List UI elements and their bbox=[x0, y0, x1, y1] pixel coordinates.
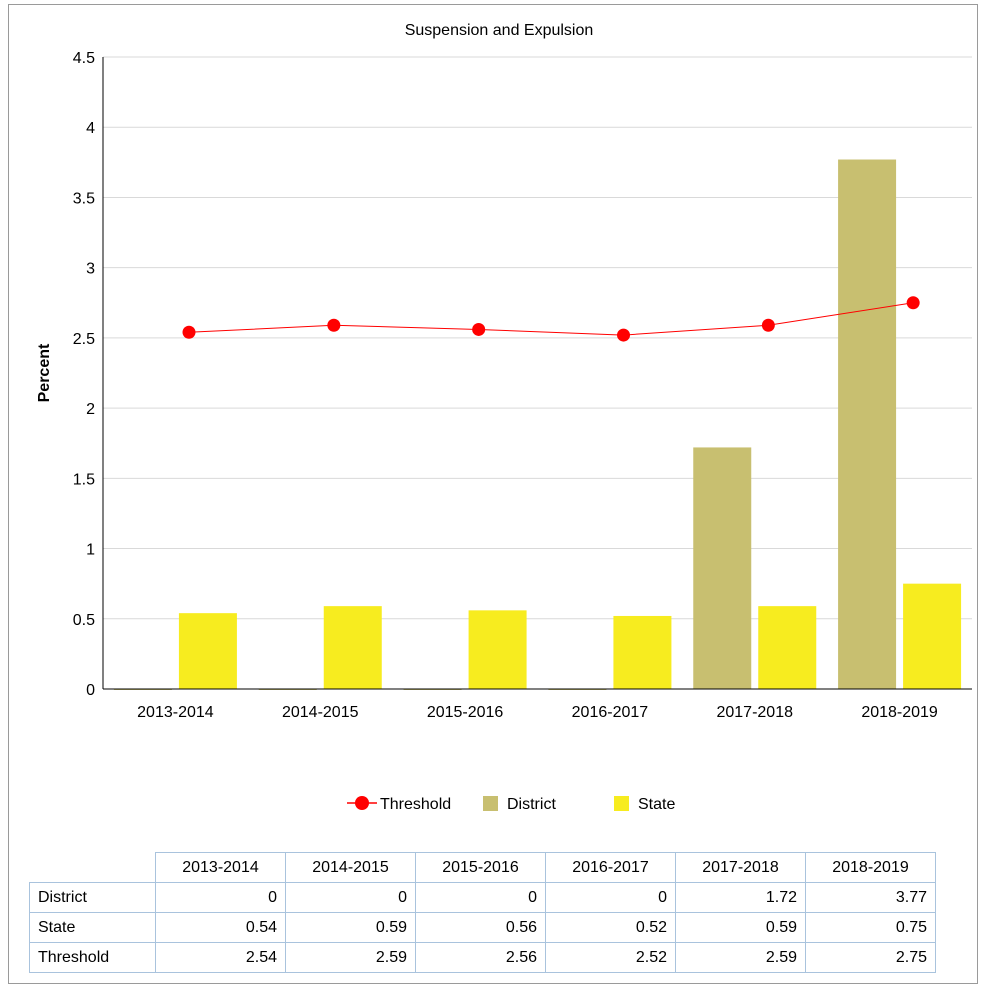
bar-state bbox=[903, 583, 962, 689]
x-tick-label: 2017-2018 bbox=[716, 704, 793, 721]
legend-state-swatch-icon bbox=[614, 796, 629, 811]
table-row-district: District 0 0 0 0 1.72 3.77 bbox=[29, 882, 936, 913]
table-cell: 0.54 bbox=[155, 912, 286, 943]
table-cell: 0 bbox=[285, 882, 416, 913]
chart-svg: Suspension and Expulsion Percent 0 0.5 1 1.… bbox=[36, 22, 972, 813]
table-cell: 0.59 bbox=[675, 912, 806, 943]
y-tick-label: 4.5 bbox=[73, 50, 95, 67]
bar-state bbox=[613, 615, 672, 689]
table-cell: 2.59 bbox=[285, 942, 416, 973]
table-header-cell: 2018-2019 bbox=[805, 852, 936, 883]
table-header-row: 2013-2014 2014-2015 2015-2016 2016-2017 … bbox=[29, 852, 936, 883]
y-tick-label: 0.5 bbox=[73, 612, 95, 629]
bar-district bbox=[693, 447, 752, 689]
threshold-point bbox=[182, 325, 196, 339]
threshold-point bbox=[327, 318, 341, 332]
table-header-cell: 2013-2014 bbox=[155, 852, 286, 883]
threshold-point bbox=[761, 318, 775, 332]
table-row-label: Threshold bbox=[29, 942, 156, 973]
x-tick-label: 2013-2014 bbox=[137, 704, 214, 721]
bar-state bbox=[178, 613, 237, 689]
table-row-label: State bbox=[29, 912, 156, 943]
table-cell: 0.52 bbox=[545, 912, 676, 943]
y-tick-label: 3.5 bbox=[73, 190, 95, 207]
y-tick-label: 3 bbox=[86, 261, 95, 278]
table-cell: 0.75 bbox=[805, 912, 936, 943]
y-tick-label: 1 bbox=[86, 542, 95, 559]
table-cell: 2.56 bbox=[415, 942, 546, 973]
chart-title: Suspension and Expulsion bbox=[405, 22, 594, 39]
y-tick-label: 4 bbox=[86, 120, 95, 137]
y-tick-label: 2.5 bbox=[73, 331, 95, 348]
y-tick-labels: 0 0.5 1 1.5 2 2.5 3 3.5 4 4.5 bbox=[73, 50, 95, 699]
table-cell: 2.59 bbox=[675, 942, 806, 973]
table-cell: 0.56 bbox=[415, 912, 546, 943]
axes bbox=[102, 57, 972, 690]
table-cell: 2.52 bbox=[545, 942, 676, 973]
table-row-threshold: Threshold 2.54 2.59 2.56 2.52 2.59 2.75 bbox=[29, 942, 936, 973]
x-tick-label: 2016-2017 bbox=[572, 704, 649, 721]
bar-state bbox=[323, 606, 382, 689]
legend-threshold-label: Threshold bbox=[380, 796, 451, 813]
bar-state bbox=[758, 606, 817, 689]
threshold-line bbox=[182, 296, 920, 342]
table-cell: 2.54 bbox=[155, 942, 286, 973]
table-row-state: State 0.54 0.59 0.56 0.52 0.59 0.75 bbox=[29, 912, 936, 943]
x-tick-labels: 2013-2014 2014-2015 2015-2016 2016-2017 2017… bbox=[137, 704, 938, 721]
x-tick-label: 2018-2019 bbox=[861, 704, 938, 721]
threshold-point bbox=[472, 322, 486, 336]
bar-district bbox=[838, 159, 897, 690]
y-tick-label: 1.5 bbox=[73, 471, 95, 488]
grid-lines bbox=[103, 56, 972, 620]
table-cell: 0.59 bbox=[285, 912, 416, 943]
table-cell: 0 bbox=[545, 882, 676, 913]
table-header-cell: 2014-2015 bbox=[285, 852, 416, 883]
table-cell: 3.77 bbox=[805, 882, 936, 913]
threshold-point bbox=[906, 296, 920, 310]
bars bbox=[113, 159, 962, 690]
x-tick-label: 2015-2016 bbox=[427, 704, 504, 721]
table-cell: 0 bbox=[155, 882, 286, 913]
chart-frame: Suspension and Expulsion Percent 0 0.5 1 1.… bbox=[8, 4, 978, 984]
legend-threshold-marker-icon bbox=[355, 796, 369, 810]
legend-district-label: District bbox=[507, 796, 556, 813]
x-tick-label: 2014-2015 bbox=[282, 704, 359, 721]
table-header-cell: 2017-2018 bbox=[675, 852, 806, 883]
table-cell: 1.72 bbox=[675, 882, 806, 913]
y-tick-label: 2 bbox=[86, 401, 95, 418]
table-header-cell: 2016-2017 bbox=[545, 852, 676, 883]
threshold-point bbox=[617, 328, 630, 342]
table-corner-cell bbox=[29, 852, 156, 883]
legend: Threshold District State bbox=[347, 796, 675, 813]
legend-district-swatch-icon bbox=[483, 796, 498, 811]
threshold-series-line bbox=[188, 302, 914, 336]
table-cell: 2.75 bbox=[805, 942, 936, 973]
legend-state-label: State bbox=[638, 796, 675, 813]
table-row-label: District bbox=[29, 882, 156, 913]
data-table: 2013-2014 2014-2015 2015-2016 2016-2017 … bbox=[29, 852, 936, 973]
y-axis-label: Percent bbox=[36, 343, 53, 402]
table-cell: 0 bbox=[415, 882, 546, 913]
bar-state bbox=[468, 610, 527, 689]
y-tick-label: 0 bbox=[86, 682, 95, 699]
table-header-cell: 2015-2016 bbox=[415, 852, 546, 883]
